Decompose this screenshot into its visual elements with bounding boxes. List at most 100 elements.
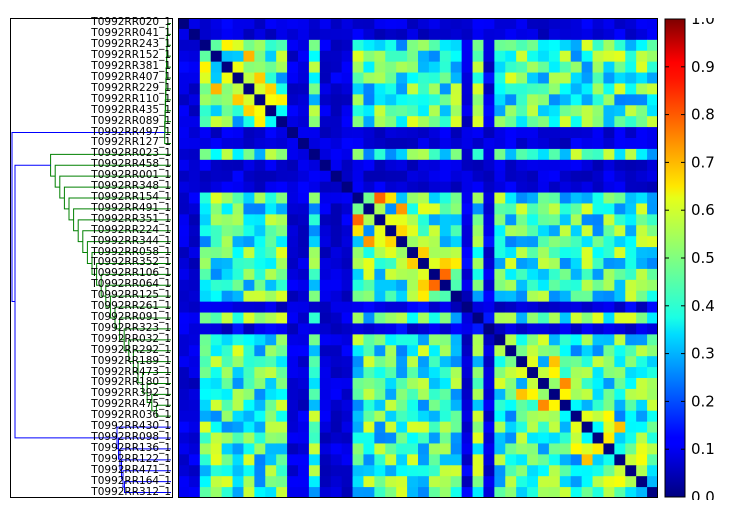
heatmap-cell — [450, 301, 463, 313]
heatmap-cell — [396, 236, 408, 248]
heatmap-cell — [243, 345, 255, 357]
heatmap-cell — [538, 345, 550, 357]
heatmap-cell — [330, 148, 343, 161]
heatmap-cell — [396, 410, 408, 423]
heatmap-cell — [647, 203, 658, 215]
heatmap-cell — [450, 432, 463, 444]
heatmap-cell — [603, 312, 615, 324]
heatmap-cell — [527, 323, 539, 335]
heatmap-cell — [232, 388, 244, 401]
heatmap-cell — [287, 301, 299, 313]
heatmap-cell — [483, 388, 495, 401]
heatmap-cell — [363, 258, 375, 270]
heatmap-cell — [319, 94, 332, 106]
heatmap-cell — [581, 399, 593, 412]
heatmap-cell — [374, 465, 386, 477]
heatmap-cell — [276, 388, 288, 401]
heatmap-cell — [527, 116, 539, 128]
heatmap-cell — [527, 94, 539, 106]
heatmap-cell — [527, 410, 539, 423]
heatmap-cell — [199, 378, 212, 390]
heatmap-cell — [603, 61, 615, 73]
colorbar-tick-label: 0.5 — [691, 249, 715, 267]
heatmap-cell — [516, 50, 528, 63]
heatmap-cell — [265, 148, 277, 161]
heatmap-cell — [363, 367, 375, 379]
heatmap-cell — [527, 290, 539, 303]
heatmap-cell — [439, 28, 452, 41]
heatmap-cell — [352, 214, 364, 226]
heatmap-cell — [221, 421, 233, 433]
heatmap-cell — [308, 138, 321, 150]
heatmap-cell — [505, 83, 517, 95]
heatmap-cell — [385, 323, 397, 335]
heatmap-cell — [330, 61, 343, 73]
heatmap-cell — [516, 410, 528, 423]
heatmap-cell — [428, 72, 441, 84]
heatmap-cell — [625, 148, 637, 161]
heatmap-cell — [374, 203, 386, 215]
heatmap-cell — [374, 279, 386, 292]
heatmap-cell — [265, 476, 277, 488]
heatmap-cell — [330, 39, 343, 52]
heatmap-cell — [210, 399, 223, 412]
heatmap-cell — [341, 301, 353, 313]
heatmap-cell — [188, 28, 201, 41]
heatmap-cell — [636, 105, 648, 117]
heatmap-cell — [647, 94, 658, 106]
heatmap-cell — [276, 72, 288, 84]
heatmap-cell — [363, 378, 375, 390]
heatmap-cell — [308, 105, 321, 117]
heatmap-cell — [363, 192, 375, 204]
colorbar-tick-label: 0.2 — [691, 392, 715, 410]
heatmap-cell — [330, 465, 343, 477]
heatmap-cell — [352, 83, 364, 95]
heatmap-cell — [199, 247, 212, 259]
heatmap-cell — [538, 356, 550, 368]
heatmap-cell — [505, 388, 517, 401]
heatmap-cell — [374, 312, 386, 324]
heatmap-cell — [439, 312, 452, 324]
heatmap-cell — [363, 345, 375, 357]
colorbar-tick-label: 1.0 — [691, 18, 715, 28]
heatmap-cell — [647, 301, 658, 313]
heatmap-cell — [592, 454, 604, 466]
heatmap-cell — [592, 214, 604, 226]
heatmap-cell — [527, 345, 539, 357]
heatmap-cell — [298, 61, 310, 73]
heatmap-cell — [647, 18, 658, 30]
heatmap-cell — [472, 487, 484, 498]
heatmap-cell — [265, 399, 277, 412]
heatmap-cell — [592, 476, 604, 488]
heatmap-cell — [363, 170, 375, 183]
heatmap-cell — [287, 410, 299, 423]
heatmap-cell — [385, 28, 397, 41]
heatmap-cell — [407, 312, 419, 324]
heatmap-cell — [341, 443, 353, 455]
heatmap-cell — [243, 487, 255, 498]
heatmap-cell — [330, 138, 343, 150]
heatmap-cell — [559, 61, 572, 73]
heatmap-cell — [341, 148, 353, 161]
heatmap-cell — [265, 323, 277, 335]
heatmap-cell — [603, 465, 615, 477]
heatmap-cell — [232, 50, 244, 63]
heatmap-cell — [450, 323, 463, 335]
heatmap-cell — [636, 181, 648, 193]
heatmap-cell — [636, 116, 648, 128]
heatmap-cell — [199, 323, 212, 335]
heatmap-cell — [483, 170, 495, 183]
heatmap-cell — [472, 301, 484, 313]
heatmap-cell — [428, 421, 441, 433]
heatmap-cell — [374, 290, 386, 303]
heatmap-cell — [450, 421, 463, 433]
heatmap-cell — [254, 312, 266, 324]
heatmap-cell — [439, 170, 452, 183]
heatmap-cell — [265, 345, 277, 357]
heatmap-cell — [472, 138, 484, 150]
heatmap-cell — [516, 312, 528, 324]
heatmap-cell — [418, 312, 430, 324]
heatmap-cell — [374, 94, 386, 106]
heatmap-cell — [396, 301, 408, 313]
heatmap-cell — [276, 203, 288, 215]
